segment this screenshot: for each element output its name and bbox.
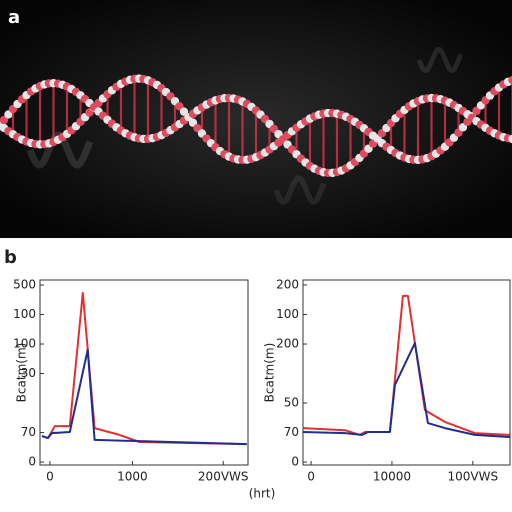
dna-helix <box>0 47 512 205</box>
y-tick-label: 200 <box>276 278 299 292</box>
x-tick-label: 0 <box>307 470 315 484</box>
data-line <box>303 294 510 436</box>
background-helix <box>273 175 327 205</box>
y-tick-label: 70 <box>284 425 299 439</box>
y-axis-label: Bcatm(m) <box>263 343 277 403</box>
plot-frame <box>39 279 249 466</box>
y-tick-label: 0 <box>291 455 299 469</box>
x-axis-label: (hrt) <box>249 487 276 501</box>
y-axis-label: Bcatm(m) <box>15 343 29 403</box>
y-tick-label: 0 <box>28 455 36 469</box>
y-tick-label: 100 <box>276 307 299 321</box>
data-line <box>303 342 510 438</box>
y-tick-label: 100 <box>13 337 36 351</box>
x-tick-label: 100VWS <box>448 470 499 484</box>
y-tick-label: 30 <box>21 366 36 380</box>
backbone-bead <box>508 134 512 144</box>
x-tick-label: 0 <box>46 470 54 484</box>
y-tick-label: 50 <box>284 396 299 410</box>
x-tick-label: 10000 <box>373 470 411 484</box>
panel-label: a <box>8 7 20 28</box>
y-tick-label: 70 <box>21 425 36 439</box>
y-tick-label: 100 <box>13 307 36 321</box>
background-helix <box>416 47 464 73</box>
x-tick-label: 1000 <box>117 470 148 484</box>
y-tick-label: 200 <box>276 337 299 351</box>
data-line <box>41 348 247 446</box>
panel-label: b <box>4 247 17 268</box>
backbone-bead <box>508 75 512 85</box>
x-tick-label: 200VWS <box>198 470 249 484</box>
y-tick-label: 500 <box>13 278 36 292</box>
plot-frame <box>302 279 511 466</box>
